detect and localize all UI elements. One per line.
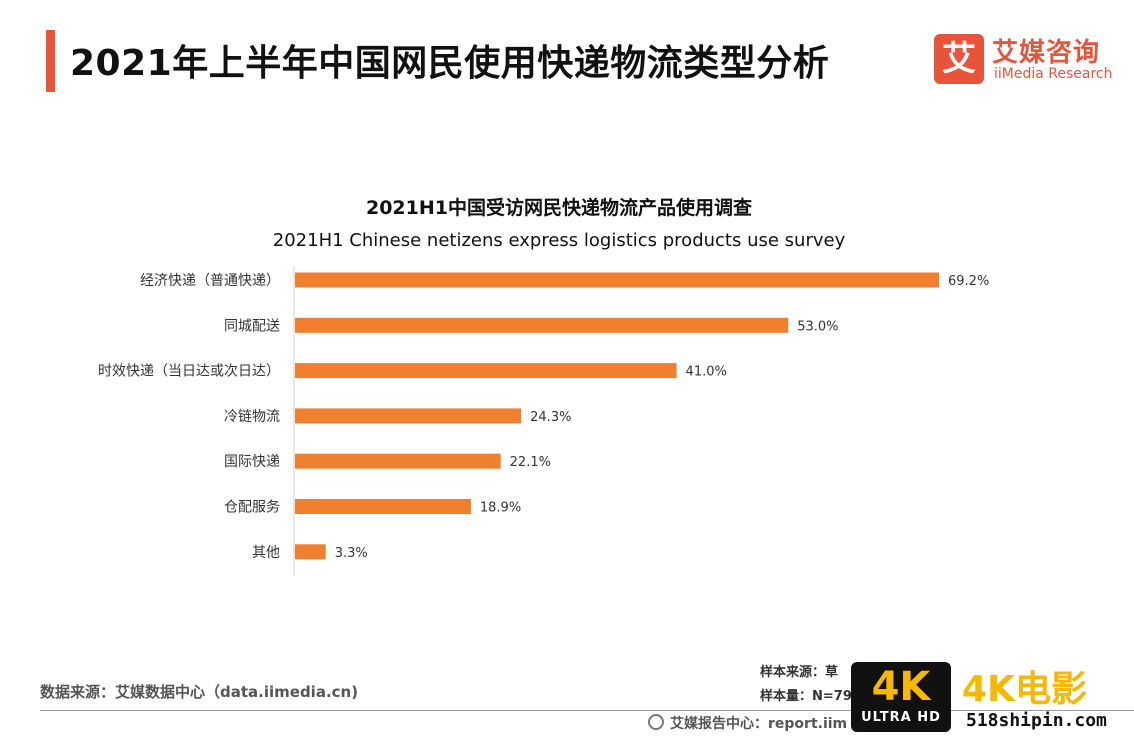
report-center: 艾媒报告中心：report.iim [648, 713, 847, 733]
report-center-text: 艾媒报告中心：report.iim [670, 716, 848, 732]
value-label: 69.2% [948, 274, 989, 289]
value-label: 24.3% [530, 410, 571, 425]
bar [295, 317, 789, 333]
value-label: 53.0% [797, 319, 838, 334]
logo-mark: 艾 [934, 34, 984, 84]
value-label: 41.0% [686, 365, 727, 380]
iimedia-logo: 艾 艾媒咨询 iiMedia Research [934, 34, 1124, 86]
watermark-badge-4k: 4K [871, 664, 931, 710]
bar [295, 453, 501, 469]
watermark-badge-uhd: ULTRA HD [861, 710, 941, 725]
bar [295, 363, 677, 379]
bar [295, 544, 326, 560]
category-label: 经济快递（普通快递） [140, 273, 280, 289]
bar [295, 408, 522, 424]
chart-subtitle: 2021H1 Chinese netizens express logistic… [272, 230, 846, 251]
chart-title: 2021H1中国受访网民快递物流产品使用调查 [365, 197, 752, 219]
data-source: 数据来源：艾媒数据中心（data.iimedia.cn) [40, 683, 359, 701]
category-label: 其他 [252, 545, 280, 561]
watermark-badge: 4K ULTRA HD [851, 662, 951, 732]
category-label: 时效快递（当日达或次日达） [98, 364, 280, 380]
category-label: 冷链物流 [224, 409, 280, 425]
page-title: 2021年上半年中国网民使用快递物流类型分析 [70, 43, 830, 84]
globe-icon [648, 714, 664, 730]
bar [295, 499, 471, 514]
logo-text-cn: 艾媒咨询 [992, 38, 1101, 68]
logo-text-en: iiMedia Research [994, 66, 1113, 82]
sample-size: 样本量：N=79 [760, 689, 852, 704]
watermark-title: 4K电影 [962, 669, 1087, 710]
category-label: 国际快递 [224, 454, 280, 470]
value-label: 18.9% [480, 501, 521, 516]
sample-source: 样本来源：草 [760, 665, 839, 680]
footer-divider [40, 710, 1134, 711]
title-accent-bar [46, 30, 55, 92]
watermark-url: 518shipin.com [966, 710, 1107, 731]
category-label: 仓配服务 [224, 500, 280, 516]
value-label: 22.1% [510, 455, 551, 470]
bar [295, 272, 939, 288]
bar-chart: 经济快递（普通快递） 69.2% 同城配送 53.0% 时效快递（当日达或次日达） 41.… [98, 266, 989, 576]
value-label: 3.3% [335, 546, 368, 561]
category-label: 同城配送 [224, 318, 280, 334]
